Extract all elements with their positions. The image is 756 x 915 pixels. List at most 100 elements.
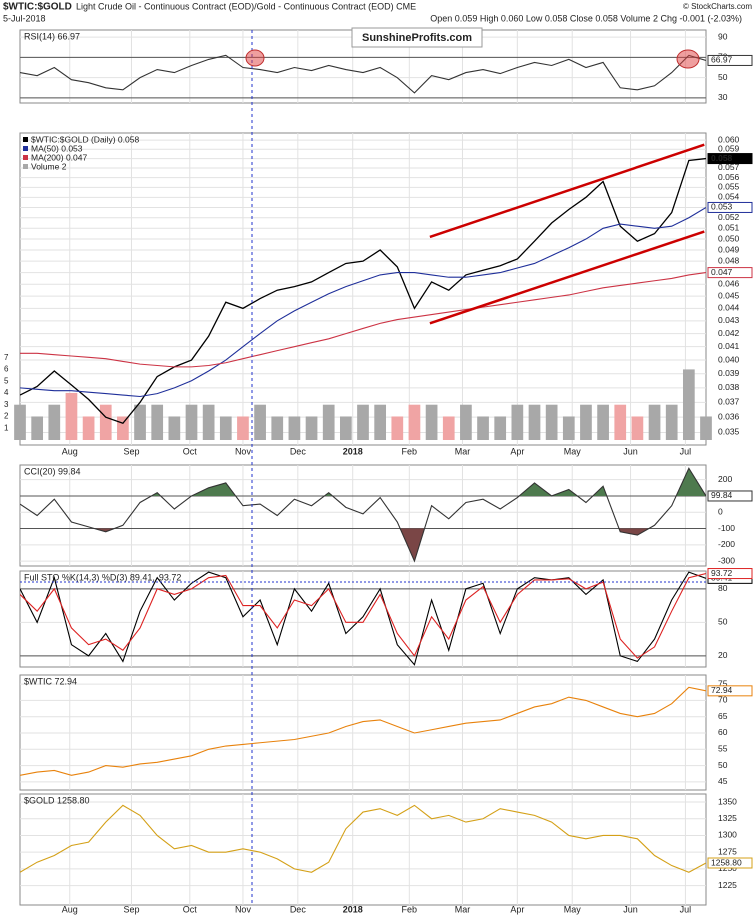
volume-bar [305, 416, 318, 440]
last-value-label: 0.058 [711, 153, 733, 163]
volume-bar [648, 404, 661, 440]
y-tick-label: -300 [718, 555, 735, 565]
volume-bar [31, 416, 44, 440]
volume-bar [99, 404, 112, 440]
x-tick-label: Mar [455, 904, 471, 914]
volume-bar [528, 404, 541, 440]
y-tick-label: 45 [718, 776, 728, 786]
y-tick-label: 0.055 [718, 182, 740, 192]
x-tick-label: May [564, 904, 582, 914]
x-tick-label: Sep [123, 904, 139, 914]
y-tick-label: 0.039 [718, 368, 740, 378]
y-tick-label: 0.049 [718, 244, 740, 254]
volume-bar [580, 404, 592, 440]
series-line [20, 272, 706, 368]
volume-bar [614, 404, 627, 440]
volume-bar [254, 404, 266, 440]
volume-bar [477, 416, 489, 440]
volume-bar [442, 416, 455, 440]
annotation-ellipse [676, 49, 700, 69]
header-date: 5-Jul-2018 [3, 13, 46, 23]
last-value-box [707, 54, 753, 66]
x-tick-label: Feb [402, 446, 418, 456]
volume-bar [357, 404, 369, 440]
y-tick-label: 50 [718, 72, 728, 82]
x-tick-label: Jun [623, 904, 638, 914]
last-value-label: 0.047 [711, 267, 733, 277]
volume-bar [425, 404, 438, 440]
x-tick-label: Mar [455, 446, 471, 456]
header-subtitle: Light Crude Oil - Continuous Contract (E… [76, 1, 416, 11]
last-value-box [707, 568, 753, 580]
series-line [20, 573, 706, 659]
panel-frame [19, 570, 707, 668]
y-tick-label: 90 [718, 31, 728, 41]
y-tick-label: 70 [718, 695, 728, 705]
y-tick-label: 65 [718, 711, 728, 721]
y-tick-label: 0.048 [718, 255, 740, 265]
last-value-label: 93.72 [711, 568, 733, 578]
volume-bar [631, 416, 644, 440]
x-tick-label: Jun [623, 446, 638, 456]
last-value-box [707, 490, 753, 502]
x-tick-label: Jul [680, 904, 692, 914]
volume-bar [408, 404, 421, 440]
volume-bar [494, 416, 507, 440]
last-value-label: 0.053 [711, 202, 733, 212]
series-line [20, 571, 706, 666]
legend-swatch [23, 146, 28, 151]
volume-bar [151, 404, 164, 440]
volume-bar [14, 404, 26, 440]
watermark-box [351, 27, 483, 48]
watermark: SunshineProfits.com [362, 32, 472, 44]
panel-title: RSI(14) 66.97 [24, 31, 80, 41]
series-line [20, 467, 706, 563]
volume-bar [339, 416, 352, 440]
x-tick-label: Sep [123, 446, 139, 456]
volume-bar [185, 404, 198, 440]
legend-swatch [23, 155, 28, 160]
panel-frame [19, 464, 707, 567]
header-title: $WTIC:$GOLD [3, 2, 72, 13]
volume-bar [460, 404, 472, 440]
y-tick-label: 1275 [718, 846, 737, 856]
x-tick-label: Nov [235, 904, 252, 914]
header-quote: Open 0.059 High 0.060 Low 0.058 Close 0.… [430, 13, 742, 23]
volume-bar [511, 404, 524, 440]
volume-bar [682, 369, 695, 440]
trend-line [429, 230, 705, 325]
last-value-label: 1258.80 [711, 857, 742, 867]
volume-tick-label: 1 [4, 423, 9, 432]
y-tick-label: 0.059 [718, 144, 740, 154]
y-tick-label: 0.042 [718, 328, 740, 338]
legend-swatch [23, 164, 28, 169]
panel-title: CCI(20) 99.84 [24, 466, 81, 476]
y-tick-label: 0.045 [718, 290, 740, 300]
volume-tick-label: 3 [4, 400, 9, 409]
panel-title-value: 93.72 [159, 572, 182, 582]
y-tick-label: 1225 [718, 880, 737, 890]
legend-swatch [23, 137, 28, 142]
volume-tick-label: 6 [4, 365, 9, 374]
volume-bar [562, 416, 575, 440]
legend-label: Volume 2 [31, 161, 67, 171]
y-tick-label: 1325 [718, 813, 737, 823]
last-value-box [707, 685, 753, 697]
y-tick-label: 20 [718, 650, 728, 660]
volume-tick-label: 4 [4, 388, 9, 397]
trend-line [429, 143, 705, 239]
y-tick-label: -200 [718, 539, 735, 549]
y-tick-label: 0.050 [718, 233, 740, 243]
y-tick-label: 0.037 [718, 397, 740, 407]
x-tick-label: Oct [183, 446, 198, 456]
x-tick-label: Jul [680, 446, 692, 456]
volume-bar [48, 404, 61, 440]
y-tick-label: 0.043 [718, 315, 740, 325]
y-tick-label: 0.040 [718, 354, 740, 364]
y-tick-label: 0.060 [718, 134, 740, 144]
volume-bar [597, 404, 609, 440]
y-tick-label: 60 [718, 727, 728, 737]
x-tick-label: Feb [402, 904, 418, 914]
last-value-box [707, 267, 753, 279]
volume-bar [82, 416, 95, 440]
